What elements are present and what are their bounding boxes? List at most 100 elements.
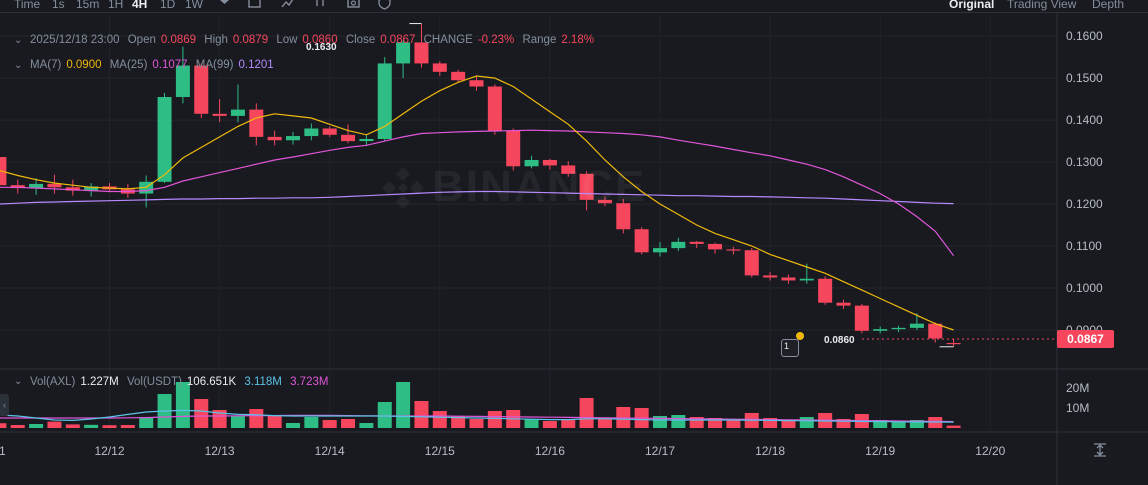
ohlc-date: 2025/12/18 23:00 xyxy=(30,34,120,46)
vol-ma-b-value: 3.723M xyxy=(290,376,329,388)
volume-tick-label: 10M xyxy=(1066,401,1089,415)
volume-bar xyxy=(175,382,190,428)
change-value: -0.23% xyxy=(477,34,515,46)
interval-1s[interactable]: 1s xyxy=(52,0,65,11)
high-label: High xyxy=(204,34,228,46)
chevron-down-icon[interactable]: ⌄ xyxy=(14,376,23,387)
close-label: Close xyxy=(345,34,376,46)
vol-axl-label: Vol(AXL) xyxy=(30,376,76,388)
volume-bar xyxy=(102,425,117,428)
ma-legend: MA(7) 0.0900 MA(25) 0.1077 MA(99) 0.1201 xyxy=(30,59,279,71)
volume-bar xyxy=(451,416,466,428)
event-count: 1 xyxy=(784,341,790,351)
time-tick-label: 12/15 xyxy=(425,444,455,458)
change-label: CHANGE xyxy=(423,34,473,46)
volume-bar xyxy=(84,424,99,428)
chevron-down-icon[interactable]: ⌄ xyxy=(14,35,23,46)
candle-body xyxy=(341,134,356,142)
view-original[interactable]: Original xyxy=(949,0,995,11)
candle-body xyxy=(432,63,447,72)
volume-bar xyxy=(249,409,264,428)
candle-body xyxy=(359,138,374,142)
candle-body xyxy=(230,109,245,116)
time-tick-label: 11 xyxy=(0,444,6,458)
vol-usdt-label: Vol(USDT) xyxy=(126,376,182,388)
ma99-label: MA(99) xyxy=(195,59,234,71)
interval-4h[interactable]: 4H xyxy=(132,0,148,11)
ohlc-legend: 2025/12/18 23:00 Open 0.0869 High 0.0879 L… xyxy=(30,34,599,46)
candle-body xyxy=(322,128,337,135)
price-tick-label: 0.1400 xyxy=(1066,113,1103,127)
volume-bar xyxy=(230,416,245,428)
volume-bar xyxy=(10,425,25,428)
candle-settings-icon[interactable] xyxy=(314,0,327,10)
volume-bar xyxy=(726,419,741,428)
time-tick-label: 12/14 xyxy=(315,444,345,458)
view-trading-view[interactable]: Trading View xyxy=(1007,0,1077,11)
dropdown-icon[interactable] xyxy=(218,0,231,10)
interval-1d[interactable]: 1D xyxy=(160,0,176,11)
volume-legend: Vol(AXL) 1.227M Vol(USDT) 106.651K 3.118M … xyxy=(30,376,333,388)
volume-bar xyxy=(671,415,686,428)
volume-bar xyxy=(524,419,539,428)
volume-bar xyxy=(341,419,356,428)
volume-bar xyxy=(689,417,704,428)
low-value: 0.0860 xyxy=(302,34,338,46)
volume-bar xyxy=(561,420,576,428)
candle-body xyxy=(634,229,649,253)
time-tick-label: 12/18 xyxy=(755,444,785,458)
candle-body xyxy=(799,278,814,281)
candle-body xyxy=(175,65,190,98)
candle-body xyxy=(561,165,576,174)
interval-15m[interactable]: 15m xyxy=(76,0,100,11)
price-tick-label: 0.1300 xyxy=(1066,155,1103,169)
volume-bar xyxy=(763,418,778,428)
candle-body xyxy=(616,203,631,230)
indicator-icon[interactable] xyxy=(248,0,261,10)
interval-time[interactable]: Time xyxy=(14,0,41,11)
fit-screen-icon[interactable] xyxy=(1092,442,1108,458)
candle-body xyxy=(891,327,906,330)
ma99-line xyxy=(0,190,954,205)
range-label: Range xyxy=(522,34,557,46)
candle-body xyxy=(249,109,264,137)
volume-ma-lines xyxy=(0,409,954,423)
low-marker: 0.0860 xyxy=(824,335,855,346)
candle-body xyxy=(671,241,686,249)
high-value: 0.0879 xyxy=(232,34,269,46)
chevron-down-icon[interactable]: ⌄ xyxy=(14,60,23,71)
time-tick-label: 12/19 xyxy=(865,444,895,458)
candle-body xyxy=(286,136,300,141)
volume-bar xyxy=(873,420,888,428)
event-calendar-icon[interactable]: 1 xyxy=(781,339,799,357)
volume-bar xyxy=(891,422,906,428)
candle-body xyxy=(29,183,44,189)
candle-body xyxy=(542,159,557,166)
volume-bar xyxy=(469,419,484,428)
volume-bar xyxy=(946,425,961,428)
shield-icon[interactable] xyxy=(378,0,391,10)
volume-ma-a-line xyxy=(0,409,954,423)
view-depth[interactable]: Depth xyxy=(1092,0,1125,11)
volume-bar xyxy=(304,417,319,428)
vol-usdt-value: 106.651K xyxy=(186,376,237,388)
price-tick-label: 0.1600 xyxy=(1066,29,1103,43)
interval-1w[interactable]: 1W xyxy=(185,0,203,11)
candle-body xyxy=(10,185,25,189)
open-value: 0.0869 xyxy=(160,34,197,46)
collapse-panel-icon[interactable]: ‹ xyxy=(0,394,9,416)
settings-icon[interactable] xyxy=(347,0,360,10)
volume-bar xyxy=(322,420,337,428)
line-chart-icon[interactable] xyxy=(281,0,294,10)
interval-1h[interactable]: 1H xyxy=(108,0,124,11)
price-tick-label: 0.1000 xyxy=(1066,281,1103,295)
volume-bar xyxy=(377,402,392,428)
volume-bar xyxy=(286,423,300,428)
candle-body xyxy=(524,159,539,167)
last-price-badge: 0.0867 xyxy=(1057,330,1114,348)
candle-body xyxy=(653,248,667,253)
time-tick-label: 12/13 xyxy=(205,444,235,458)
event-dot-icon[interactable] xyxy=(796,332,804,340)
